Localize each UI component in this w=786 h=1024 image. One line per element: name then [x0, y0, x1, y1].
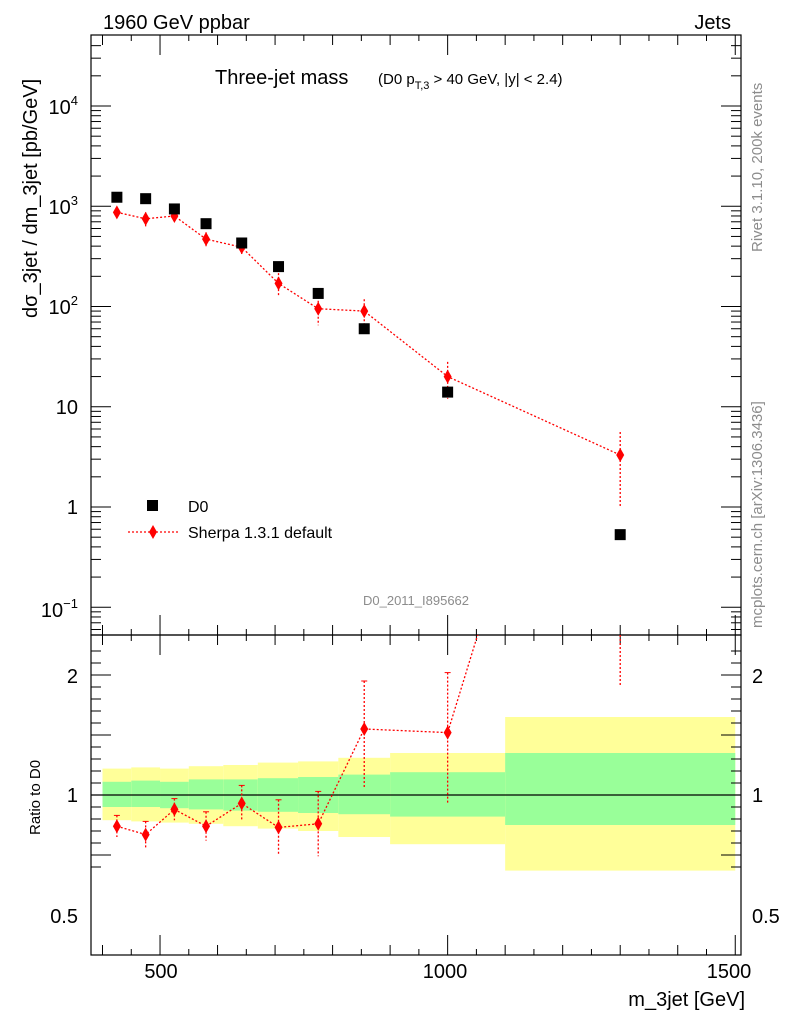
header-process: Jets	[694, 12, 731, 34]
header-energy: 1960 GeV ppbar	[103, 12, 250, 34]
main-plot-frame	[90, 34, 742, 636]
ratio-series-line	[116, 635, 479, 836]
d0-point	[312, 287, 324, 299]
d0-point	[111, 191, 123, 203]
legend-data-marker	[147, 500, 158, 511]
ratio-clipped-group	[112, 164, 624, 857]
uncertainty-bands	[102, 717, 736, 871]
ratio-point	[314, 816, 323, 831]
d0-point	[200, 218, 212, 230]
ratio-point	[202, 819, 211, 834]
main-series	[111, 191, 626, 541]
y-tick-label-1: 1	[67, 497, 78, 519]
ratio-tick-label-2-right: 2	[752, 666, 763, 688]
ratio-y-tick-labels: 2 1 0.5 2 1 0.5	[50, 666, 780, 928]
y-tick-label-1e3: 103	[49, 193, 78, 219]
ratio-tick-label-1-right: 1	[752, 785, 763, 807]
legend-mc-marker	[149, 525, 157, 539]
legend: D0 Sherpa 1.3.1 default	[128, 499, 333, 542]
y-tick-label-1e-1: 10−1	[41, 596, 78, 622]
d0-point	[140, 193, 152, 205]
mcplots-reference: mcplots.cern.ch [arXiv:1306.3436]	[749, 401, 766, 628]
d0-point	[614, 529, 626, 541]
d0-point	[273, 261, 285, 273]
ratio-y-axis-label: Ratio to D0	[27, 760, 44, 835]
main-y-tick-labels: 104 103 102 10 1 10−1	[41, 93, 78, 622]
ratio-point	[112, 819, 121, 834]
mc-point	[141, 211, 150, 226]
d0-point	[168, 203, 180, 215]
mc-point	[202, 232, 211, 247]
plot-title: Three-jet mass	[215, 67, 348, 89]
x-tick-label-1500: 1500	[707, 961, 752, 983]
ratio-point	[237, 796, 246, 811]
analysis-id: D0_2011_I895662	[363, 593, 469, 608]
d0-point	[442, 386, 454, 398]
ratio-point	[360, 722, 369, 736]
main-y-axis-label: dσ_3jet / dm_3jet [pb/GeV]	[20, 79, 42, 318]
inner-band-bin-7	[338, 774, 391, 815]
ratio-point	[443, 725, 452, 740]
ratio-point	[274, 820, 283, 835]
mc-point	[314, 301, 323, 316]
ratio-series	[112, 164, 624, 857]
x-axis-label: m_3jet [GeV]	[628, 989, 745, 1011]
mc-point	[616, 448, 625, 463]
axis-ticks	[91, 35, 741, 955]
y-tick-label-10: 10	[56, 397, 78, 419]
mc-point	[443, 369, 452, 384]
ratio-tick-label-1: 1	[67, 785, 78, 807]
inner-band-bin-9	[505, 753, 736, 825]
ratio-point	[141, 827, 150, 842]
ratio-tick-label-0-5: 0.5	[50, 906, 78, 928]
mc-point	[274, 276, 283, 291]
plot-subtitle: (D0 pT,3 > 40 GeV, |y| < 2.4)	[378, 71, 563, 92]
y-tick-label-1e2: 102	[49, 293, 78, 319]
rivet-version: Rivet 3.1.10, 200k events	[749, 83, 766, 252]
inner-band-bin-1	[131, 780, 161, 807]
d0-point	[358, 323, 370, 335]
ratio-point	[616, 164, 624, 178]
legend-mc-label: Sherpa 1.3.1 default	[188, 525, 333, 542]
x-tick-label-1000: 1000	[423, 961, 468, 983]
d0-point	[236, 237, 248, 249]
ratio-point	[170, 802, 179, 817]
ratio-tick-label-2: 2	[67, 666, 78, 688]
y-tick-label-1e4: 104	[49, 93, 78, 119]
mc-point	[360, 304, 369, 319]
x-tick-labels: 500 1000 1500	[144, 961, 751, 983]
ratio-tick-label-0-5-right: 0.5	[752, 906, 780, 928]
x-tick-label-500: 500	[144, 961, 177, 983]
legend-data-label: D0	[188, 499, 209, 516]
mc-point	[112, 205, 121, 220]
